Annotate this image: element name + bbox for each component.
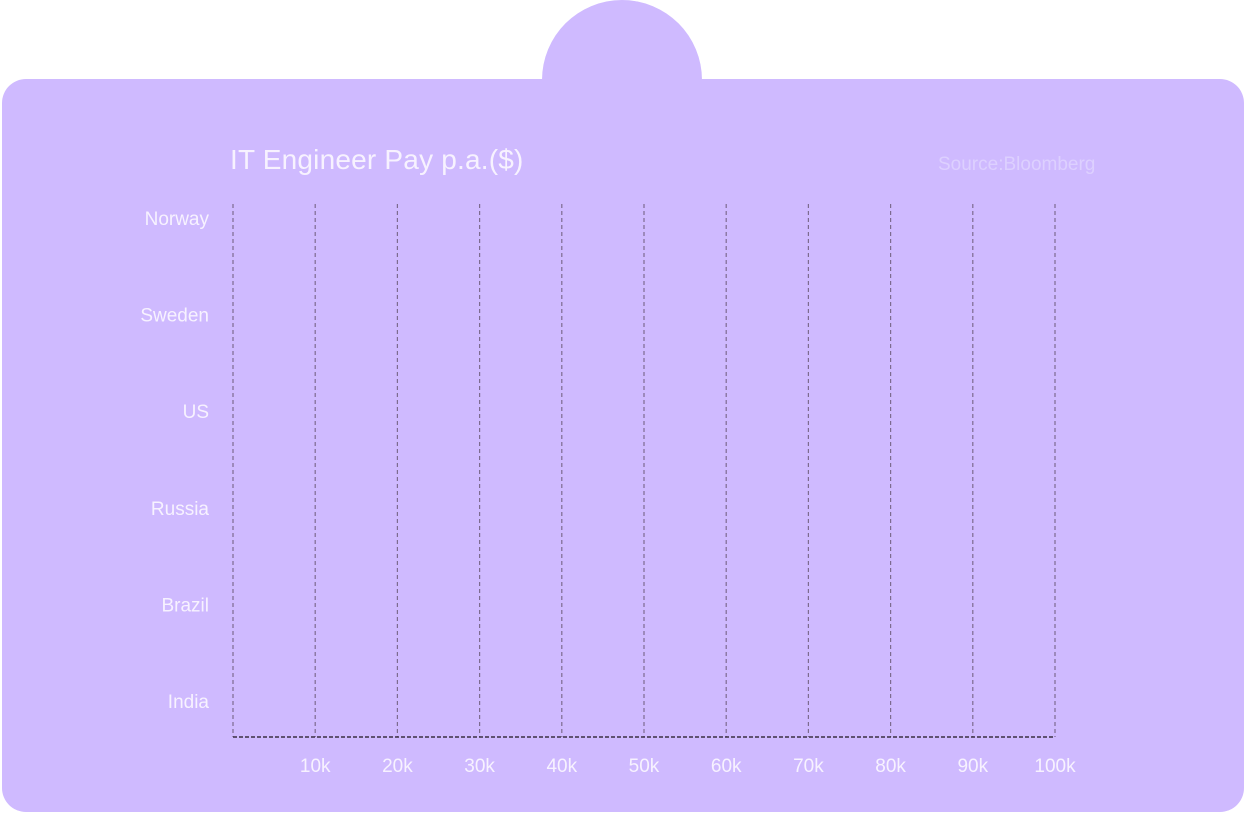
x-axis-tick-labels: 10k 20k 30k 40k 50k 60k 70k 80k 90k 100k (300, 756, 1076, 777)
x-tick-label: 90k (957, 756, 988, 777)
grid-lines (232, 204, 1056, 737)
x-tick-label: 10k (300, 756, 331, 777)
x-tick-label: 30k (464, 756, 495, 777)
y-axis-labels: Norway Sweden US Russia Brazil India (140, 209, 209, 713)
x-tick-label: 80k (875, 756, 906, 777)
y-category-label: Norway (145, 209, 210, 230)
y-category-label: India (168, 692, 210, 713)
source-label: Source:Bloomberg (938, 154, 1096, 175)
chart-card (2, 79, 1244, 812)
x-tick-label: 40k (546, 756, 577, 777)
y-category-label: Sweden (140, 306, 209, 327)
x-tick-label: 60k (711, 756, 742, 777)
x-tick-label: 70k (793, 756, 824, 777)
x-tick-label: 20k (382, 756, 413, 777)
y-category-label: Russia (151, 499, 210, 520)
chart-title: IT Engineer Pay p.a.($) (230, 144, 524, 175)
x-tick-label: 100k (1034, 756, 1076, 777)
x-tick-label: 50k (629, 756, 660, 777)
y-category-label: US (183, 402, 209, 423)
y-category-label: Brazil (161, 595, 209, 616)
